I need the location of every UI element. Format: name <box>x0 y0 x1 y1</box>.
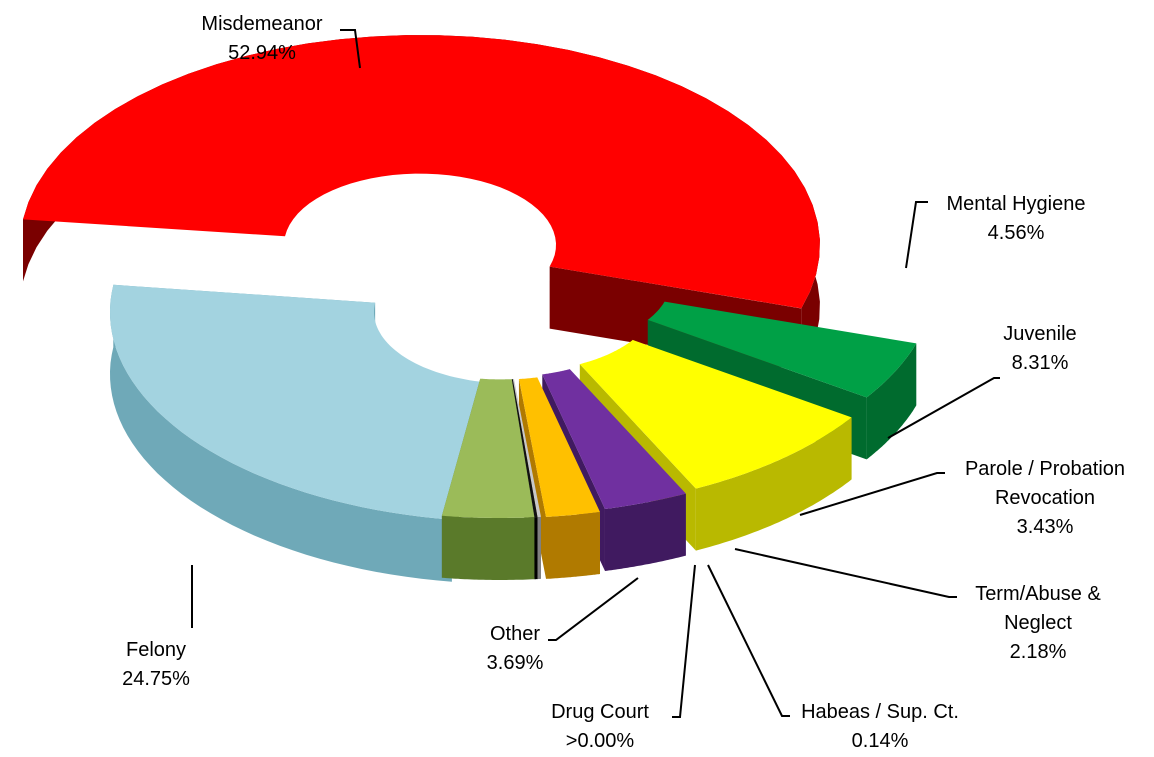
label-name-mental-hygiene: Mental Hygiene <box>947 193 1086 215</box>
label-habeas-sup-ct: Habeas / Sup. Ct. 0.14% <box>801 701 959 752</box>
leader-mental-hygiene <box>905 201 928 269</box>
label-drug-court: Drug Court >0.00% <box>551 701 649 752</box>
label-value-mental-hygiene: 4.56% <box>988 222 1045 244</box>
label-value-other: 3.69% <box>487 652 544 674</box>
label-name-parole-probation-revocation: Revocation <box>995 487 1095 509</box>
label-name-habeas-sup-ct: Habeas / Sup. Ct. <box>801 701 959 723</box>
leader-lines <box>191 29 1000 718</box>
label-mental-hygiene: Mental Hygiene 4.56% <box>947 193 1086 244</box>
leader-drug-court <box>672 564 696 718</box>
label-misdemeanor: Misdemeanor 52.94% <box>201 13 323 64</box>
leader-parole <box>799 472 945 516</box>
label-name-other: Other <box>490 623 540 645</box>
label-name-term-abuse-neglect: Neglect <box>1004 612 1072 634</box>
label-name-drug-court: Drug Court <box>551 701 649 723</box>
slice-top-felony <box>110 284 491 520</box>
label-name-juvenile: Juvenile <box>1003 323 1076 345</box>
label-value-habeas-sup-ct: 0.14% <box>852 730 909 752</box>
slice-top-juvenile <box>579 339 852 489</box>
slice-side-drug-court <box>534 517 538 580</box>
slice-side-other <box>441 515 535 580</box>
slice-top-other <box>441 378 535 518</box>
slice-side-felony <box>110 284 452 582</box>
label-other: Other 3.69% <box>487 623 544 674</box>
slice-felony <box>110 284 491 582</box>
label-value-term-abuse-neglect: 2.18% <box>1010 641 1067 663</box>
leader-other <box>548 577 639 641</box>
label-parole-probation-revocation: Parole / Probation Revocation 3.43% <box>965 458 1125 538</box>
label-value-drug-court: >0.00% <box>566 730 635 752</box>
slice-top-habeas-sup-ct <box>512 379 541 518</box>
leader-misdemeanor <box>340 29 361 69</box>
label-juvenile: Juvenile 8.31% <box>1003 323 1076 374</box>
slice-side-habeas-sup-ct <box>537 516 541 580</box>
slice-top-misdemeanor <box>23 35 820 309</box>
leader-juvenile <box>887 377 1000 439</box>
slice-side-mental-hygiene <box>866 343 917 460</box>
slice-side-term-abuse-neglect <box>546 512 600 579</box>
label-name-term-abuse-neglect: Term/Abuse & <box>975 583 1101 605</box>
slice-other <box>441 378 535 580</box>
label-name-felony: Felony <box>126 639 186 661</box>
slice-top-drug-court <box>511 379 538 518</box>
label-name-misdemeanor: Misdemeanor <box>201 13 323 35</box>
leader-term-abuse <box>734 548 957 598</box>
label-value-misdemeanor: 52.94% <box>228 42 296 64</box>
label-term-abuse-neglect: Term/Abuse & Neglect 2.18% <box>975 583 1101 663</box>
slice-top-term-abuse-neglect <box>519 377 600 517</box>
label-value-juvenile: 8.31% <box>1012 352 1069 374</box>
slice-labels: Misdemeanor 52.94% Mental Hygiene 4.56% Juve… <box>122 13 1125 752</box>
pie-slices <box>23 35 917 582</box>
slice-side-parole-probation-revocation <box>605 493 686 571</box>
leader-habeas <box>707 564 790 717</box>
label-value-parole-probation-revocation: 3.43% <box>1017 516 1074 538</box>
label-felony: Felony 24.75% <box>122 639 190 690</box>
slice-top-mental-hygiene <box>647 301 917 398</box>
label-value-felony: 24.75% <box>122 668 190 690</box>
slice-top-parole-probation-revocation <box>542 369 686 509</box>
slice-side-juvenile <box>695 417 852 551</box>
label-name-parole-probation-revocation: Parole / Probation <box>965 458 1125 480</box>
